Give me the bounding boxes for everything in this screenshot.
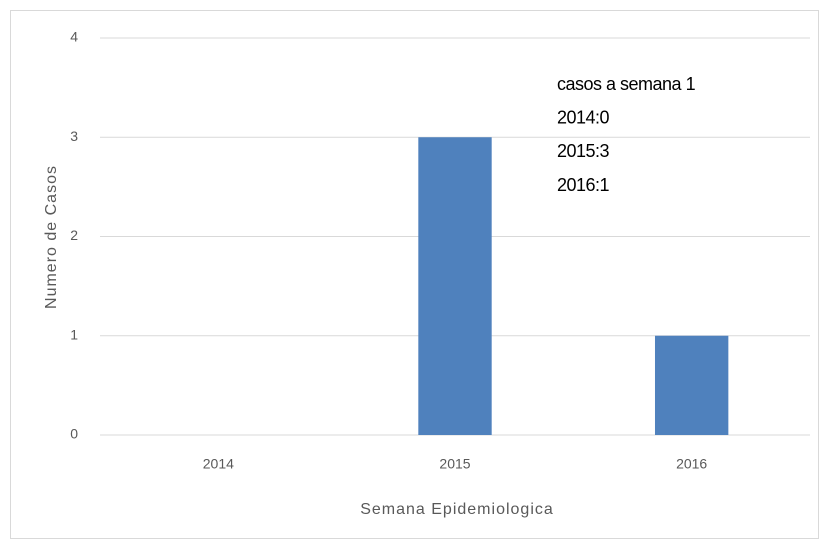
y-tick-label: 2 [70,227,78,243]
y-tick-label: 1 [70,326,78,342]
annotation: 2014:0 [557,107,610,127]
x-tick-label: 2016 [676,456,707,472]
annotation: 2015:3 [557,141,610,161]
y-tick-label: 3 [70,128,78,144]
annotation: 2016:1 [557,175,610,195]
y-axis-title: Numero de Casos [43,165,60,309]
x-tick-label: 2014 [203,456,234,472]
y-tick-label: 4 [70,29,78,45]
bar [418,137,492,435]
chart-border [10,10,819,539]
y-tick-label: 0 [70,426,78,442]
x-axis-title: Semana Epidemiologica [360,501,554,518]
x-tick-label: 2015 [439,456,470,472]
bar [654,335,729,435]
annotation: casos a semana 1 [557,74,696,94]
